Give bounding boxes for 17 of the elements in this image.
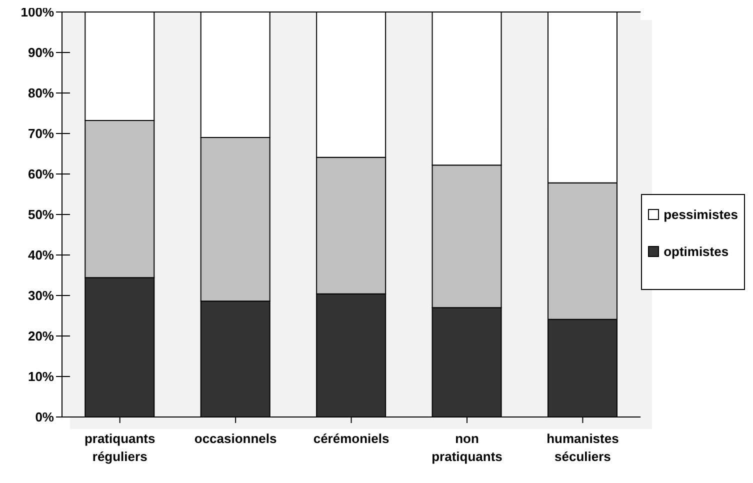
y-tick-label: 80% xyxy=(28,86,54,101)
x-tick-label: cérémoniels xyxy=(313,431,390,446)
y-tick-label: 70% xyxy=(28,126,54,142)
x-tick-label: humanistes séculiers xyxy=(546,431,619,464)
y-tick-label: 60% xyxy=(28,166,54,182)
y-tick-label: 10% xyxy=(28,369,54,384)
legend-label: optimistes xyxy=(664,244,729,258)
y-tick-label: 90% xyxy=(28,45,54,60)
y-tick-label: 30% xyxy=(28,288,54,304)
x-tick-label: pratiquants réguliers xyxy=(84,431,156,464)
legend-label: pessimistes xyxy=(664,206,738,222)
y-tick-label: 0% xyxy=(35,410,54,425)
x-tick-label: occasionnels xyxy=(194,431,277,446)
x-tick-label: non pratiquants xyxy=(432,431,502,464)
y-tick-label: 40% xyxy=(28,248,54,263)
y-tick-label: 50% xyxy=(28,207,54,222)
y-tick-label: 20% xyxy=(28,328,54,344)
